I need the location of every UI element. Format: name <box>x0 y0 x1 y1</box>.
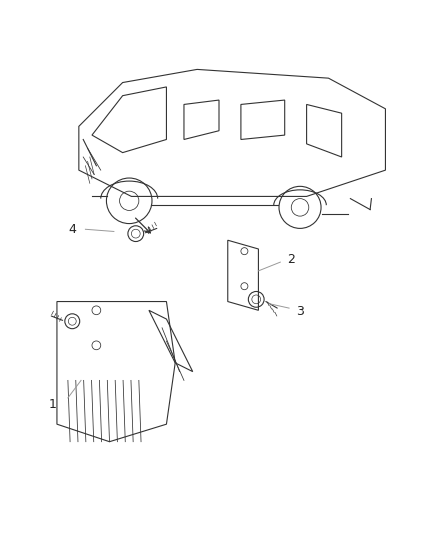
Text: 4: 4 <box>68 223 76 236</box>
Text: 1: 1 <box>49 398 57 411</box>
Text: 2: 2 <box>287 253 295 266</box>
Text: 3: 3 <box>296 305 304 318</box>
